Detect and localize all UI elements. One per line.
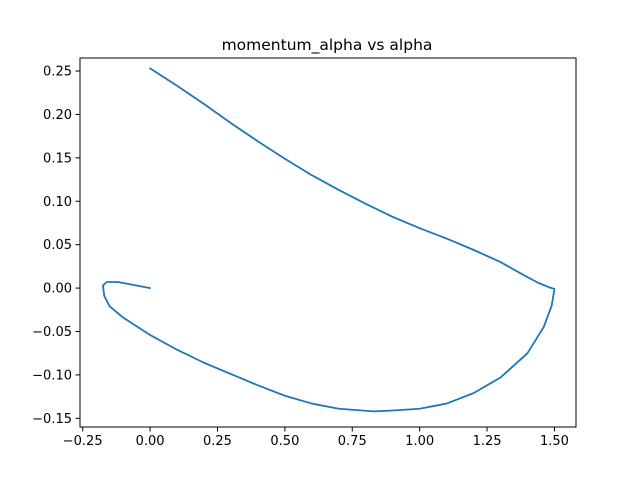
y-tick-label: 0.00 [43,282,72,297]
y-tick-label: 0.20 [43,108,72,123]
y-tick-label: 0.25 [43,65,72,80]
x-tick-label: 1.25 [473,434,502,449]
axes-layer: −0.25 0.00 0.25 0.50 0.75 1.00 1.25 1.50 −0.15 −0… [32,57,577,449]
chart-title: momentum_alpha vs alpha [222,36,433,55]
axes-frame [79,57,577,428]
y-tick-label: −0.15 [32,412,72,427]
y-tick-label: 0.05 [43,238,72,253]
x-tick-label: 0.75 [338,434,367,449]
x-tick-label: −0.25 [63,434,103,449]
series-line-0 [102,67,556,413]
y-tick-label: −0.10 [32,368,72,383]
x-tick-label: 0.50 [270,434,299,449]
y-tick-label: −0.05 [32,325,72,340]
x-tick-label: 0.25 [203,434,232,449]
x-tick-label: 0.00 [136,434,165,449]
y-tick-label: 0.15 [43,151,72,166]
x-tick-label: 1.50 [540,434,569,449]
y-tick-label: 0.10 [43,195,72,210]
series-layer [102,67,556,413]
x-tick-label: 1.00 [405,434,434,449]
